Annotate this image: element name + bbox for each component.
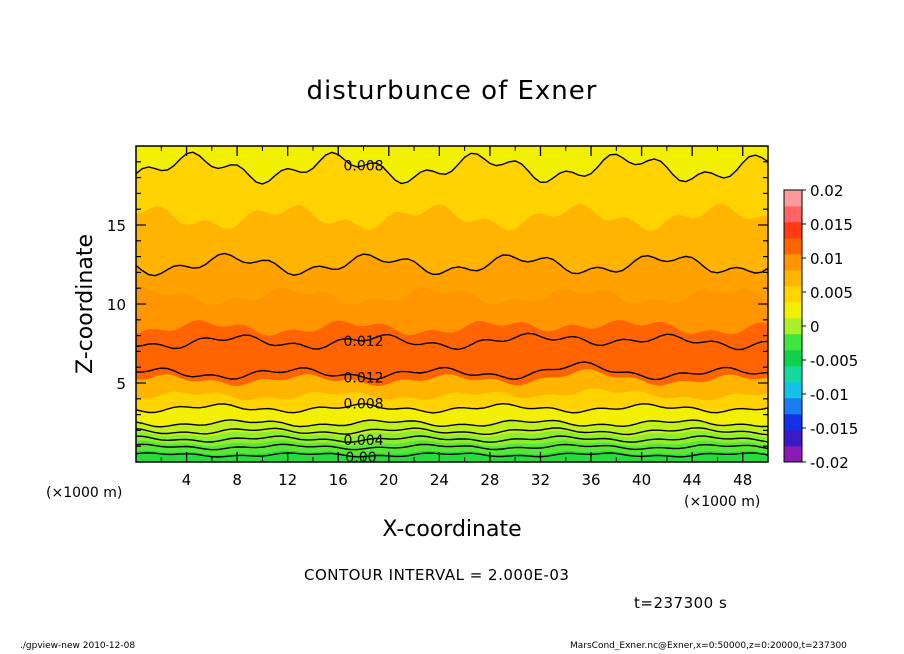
chart-title: disturbunce of Exner	[306, 76, 598, 106]
footer-right: MarsCond_Exner.nc@Exner,x=0:50000,z=0:20…	[570, 641, 847, 651]
x-tick-label: 36	[581, 471, 600, 489]
contour-line	[136, 332, 768, 351]
x-tick-label: 28	[480, 471, 499, 489]
contour-label: 0.008	[343, 159, 383, 175]
colorbar-swatch	[784, 446, 802, 463]
contour-label: 0.004	[343, 433, 383, 449]
colorbar-swatch	[784, 302, 802, 319]
y-unit-label: (×1000 m)	[46, 485, 122, 501]
y-axis-title: Z-coordinate	[73, 234, 98, 374]
x-tick-label: 8	[232, 471, 242, 489]
colorbar-tick-label: -0.005	[810, 352, 858, 370]
y-axis: 5 10 15	[107, 161, 768, 447]
colorbar-tick-label: 0.015	[810, 216, 853, 234]
colorbar-swatch	[784, 222, 802, 239]
contour-interval-text: CONTOUR INTERVAL = 2.000E-03	[304, 566, 570, 584]
contour-lines	[136, 151, 768, 458]
contour-line	[136, 252, 768, 277]
contour-line	[136, 443, 768, 451]
contour-line	[136, 151, 768, 185]
colorbar-tick-label: -0.01	[810, 386, 849, 404]
colorbar-swatch	[784, 254, 802, 271]
contour-label: 0.00	[345, 450, 376, 466]
x-tick-label: 12	[278, 471, 297, 489]
colorbar-tick-label: -0.015	[810, 420, 858, 438]
colorbar-swatch	[784, 366, 802, 383]
x-tick-label: 40	[632, 471, 651, 489]
colorbar: 0.02 0.015 0.01 0.005 0 -0.005 -0.01 -0.015 -0.0…	[783, 182, 858, 472]
colorbar-tick-label: -0.02	[810, 454, 849, 472]
contour-line	[136, 419, 768, 428]
filled-bands	[136, 146, 768, 462]
x-tick-label: 44	[683, 471, 702, 489]
contour-line	[136, 452, 768, 458]
footer-left: ./gpview-new 2010-12-08	[20, 641, 136, 651]
colorbar-swatch	[784, 206, 802, 223]
y-tick-label: 5	[116, 375, 126, 393]
colorbar-swatch	[784, 270, 802, 287]
colorbar-tick-label: 0.02	[810, 182, 843, 200]
contour-line	[136, 435, 768, 443]
contour-label: 0.012	[343, 334, 383, 350]
colorbar-swatch	[784, 334, 802, 351]
contour-line	[136, 361, 768, 381]
colorbar-swatch	[784, 430, 802, 447]
colorbar-tick-label: 0.005	[810, 284, 853, 302]
colorbar-swatch	[784, 414, 802, 431]
contour-line	[136, 427, 768, 436]
colorbar-tick-label: 0	[810, 318, 820, 336]
y-tick-label: 15	[107, 217, 126, 235]
x-tick-label: 20	[379, 471, 398, 489]
x-tick-label: 24	[430, 471, 449, 489]
colorbar-swatch	[784, 398, 802, 415]
x-unit-label: (×1000 m)	[684, 494, 760, 510]
y-tick-label: 10	[107, 296, 126, 314]
colorbar-swatch	[784, 350, 802, 367]
colorbar-swatch	[784, 238, 802, 255]
x-axis: 4 8 12 16 20 24 28 32 36 40 44 48	[160, 146, 752, 489]
contour-label: 0.012	[343, 370, 383, 386]
contour-line	[136, 402, 768, 414]
x-axis-title: X-coordinate	[382, 517, 521, 542]
x-tick-label: 4	[182, 471, 192, 489]
colorbar-swatch	[784, 286, 802, 303]
x-tick-label: 48	[733, 471, 752, 489]
contour-label: 0.008	[343, 397, 383, 413]
colorbar-swatch	[784, 382, 802, 399]
colorbar-swatch	[784, 318, 802, 335]
time-stamp: t=237300 s	[634, 594, 728, 612]
colorbar-tick-label: 0.01	[810, 250, 843, 268]
x-tick-label: 32	[531, 471, 550, 489]
colorbar-swatch	[784, 190, 802, 207]
x-tick-label: 16	[329, 471, 348, 489]
